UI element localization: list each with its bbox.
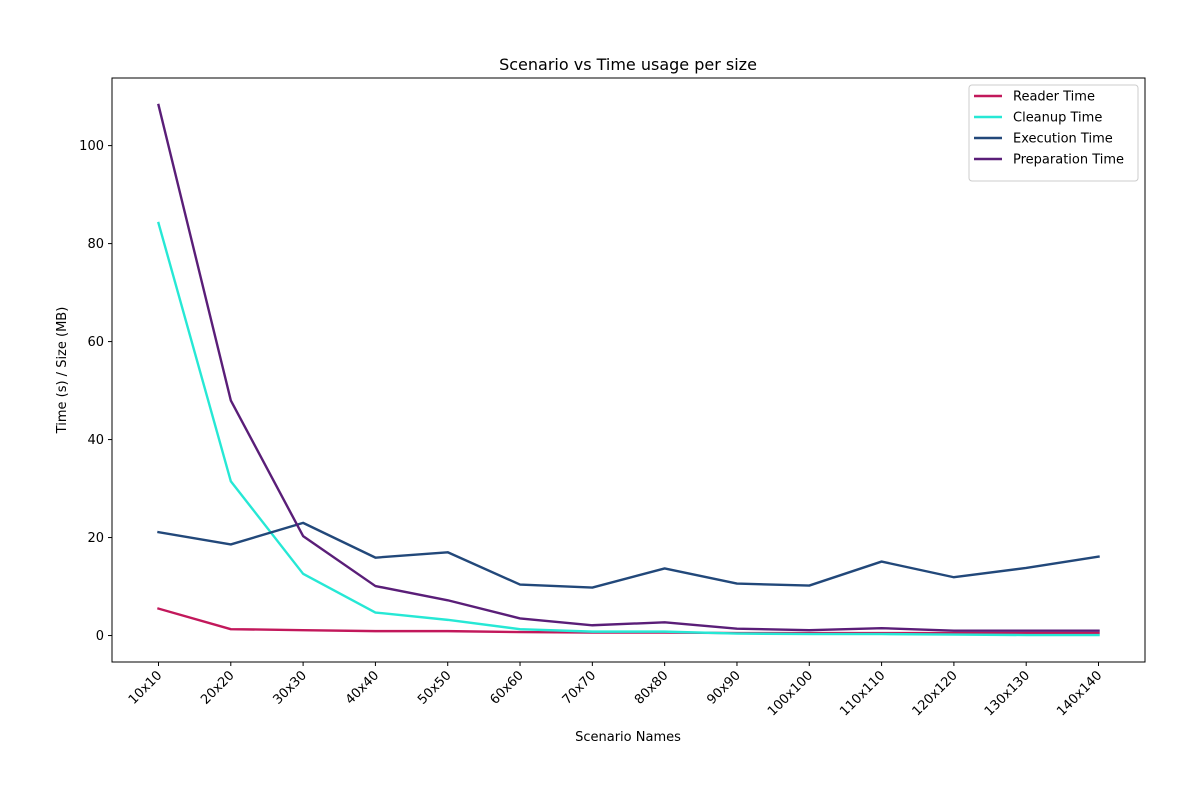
x-tick-label: 130x130 (982, 668, 1033, 719)
y-axis-label: Time (s) / Size (MB) (55, 307, 70, 435)
plot-frame (111, 77, 1146, 663)
plot-area (111, 77, 1146, 663)
series-line-cleanup-time (157, 221, 1100, 637)
y-tick-label: 80 (87, 237, 104, 252)
y-tick-label: 60 (87, 335, 104, 350)
y-axis: 0 20 40 60 80 100 (79, 139, 112, 644)
x-tick-label: 40x40 (343, 668, 382, 707)
x-tick-label: 80x80 (632, 668, 671, 707)
x-tick-label: 140x140 (1054, 668, 1105, 719)
y-tick-label: 40 (87, 433, 104, 448)
x-tick-label: 120x120 (910, 668, 961, 719)
series-line-preparation-time (157, 103, 1100, 632)
x-tick-label: 100x100 (765, 668, 816, 719)
legend-box (968, 84, 1139, 182)
legend: Reader Time Cleanup Time Execution Time Pre… (968, 84, 1139, 182)
y-tick-label: 20 (87, 531, 104, 546)
x-tick-label: 110x110 (837, 668, 888, 719)
y-tick-label: 100 (79, 139, 104, 154)
legend-label: Preparation Time (1013, 153, 1124, 168)
x-tick-label: 20x20 (198, 668, 237, 707)
legend-label: Reader Time (1013, 90, 1095, 105)
x-axis-label: Scenario Names (575, 730, 681, 745)
series-line-reader-time (157, 607, 1100, 635)
series-layer (157, 103, 1100, 637)
x-tick-label: 10x10 (126, 668, 165, 707)
x-tick-label: 70x70 (560, 668, 599, 707)
chart-title: Scenario vs Time usage per size (499, 55, 757, 74)
x-tick-label: 60x60 (487, 668, 526, 707)
series-line-execution-time (157, 521, 1100, 589)
x-axis: 10x10 20x20 30x30 40x40 50x50 60x60 70x70 80x80… (126, 662, 1105, 719)
x-tick-label: 50x50 (415, 668, 454, 707)
x-tick-label: 30x30 (270, 668, 309, 707)
legend-label: Execution Time (1013, 132, 1113, 147)
y-tick-label: 0 (96, 629, 104, 644)
legend-label: Cleanup Time (1013, 111, 1102, 126)
x-tick-label: 90x90 (704, 668, 743, 707)
